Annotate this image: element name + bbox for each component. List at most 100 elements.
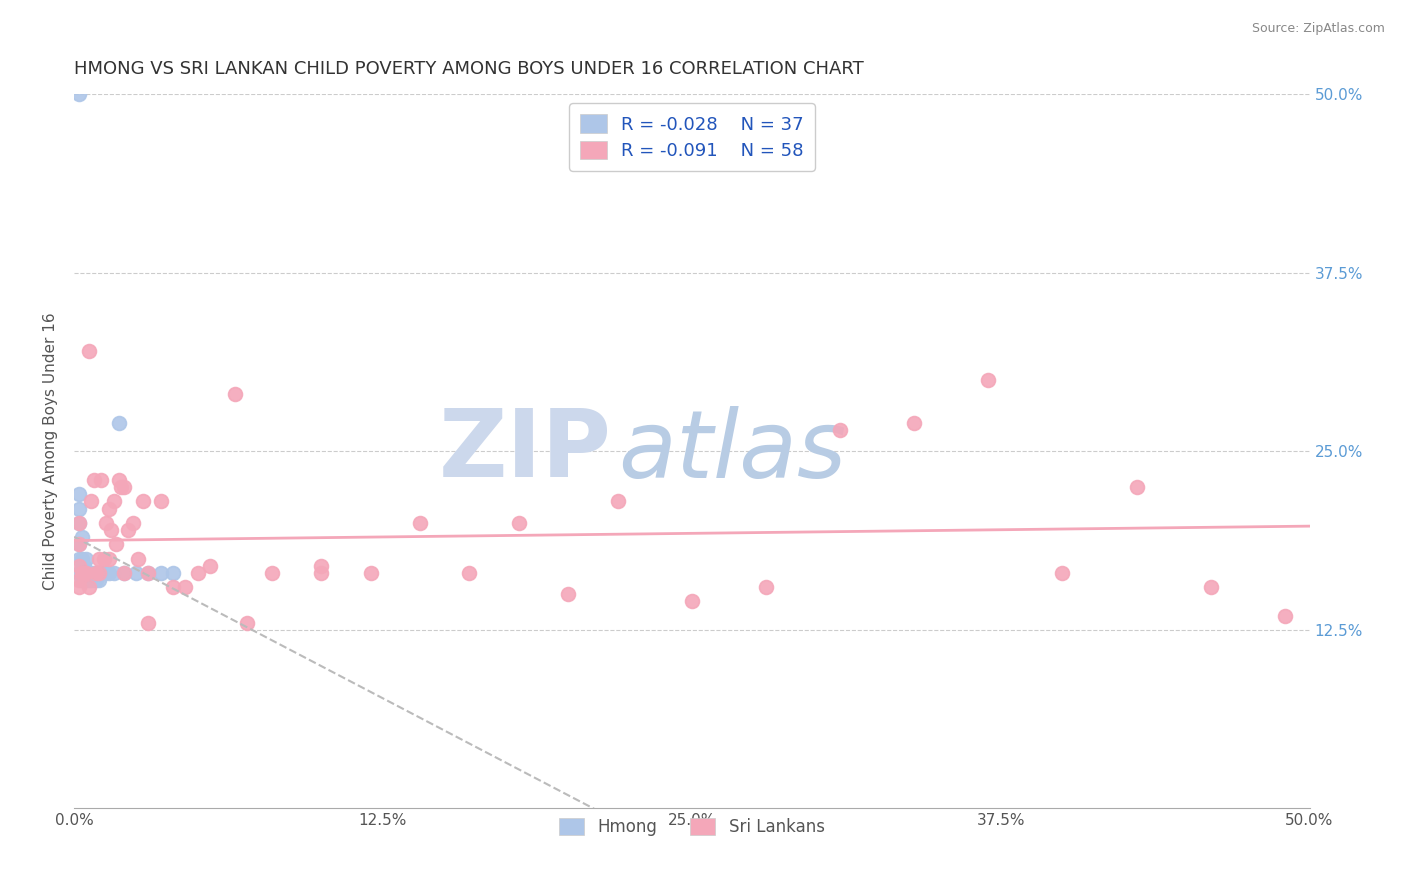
- Y-axis label: Child Poverty Among Boys Under 16: Child Poverty Among Boys Under 16: [44, 312, 58, 591]
- Point: [67, 551, 90, 566]
- Point: [86, 566, 108, 580]
- Point: [828, 423, 851, 437]
- Point: [107, 416, 129, 430]
- Text: atlas: atlas: [617, 406, 846, 497]
- Point: [136, 566, 159, 580]
- Point: [162, 580, 184, 594]
- Point: [103, 494, 125, 508]
- Point: [70, 566, 93, 580]
- Point: [136, 615, 159, 630]
- Point: [174, 580, 197, 594]
- Point: [80, 573, 103, 587]
- Point: [77, 344, 100, 359]
- Point: [75, 566, 97, 580]
- Point: [83, 573, 105, 587]
- Point: [198, 558, 221, 573]
- Point: [70, 530, 93, 544]
- Point: [557, 587, 579, 601]
- Point: [87, 566, 110, 580]
- Point: [110, 480, 132, 494]
- Point: [67, 501, 90, 516]
- Point: [105, 537, 128, 551]
- Point: [122, 516, 145, 530]
- Point: [132, 494, 155, 508]
- Point: [97, 501, 120, 516]
- Point: [96, 516, 118, 530]
- Point: [125, 566, 148, 580]
- Point: [77, 566, 100, 580]
- Point: [67, 516, 90, 530]
- Point: [67, 537, 90, 551]
- Point: [187, 566, 209, 580]
- Point: [77, 580, 100, 594]
- Point: [80, 566, 103, 580]
- Point: [67, 516, 90, 530]
- Point: [409, 516, 432, 530]
- Point: [103, 566, 125, 580]
- Point: [458, 566, 481, 580]
- Point: [112, 566, 135, 580]
- Point: [83, 473, 105, 487]
- Legend: Hmong, Sri Lankans: Hmong, Sri Lankans: [553, 812, 831, 843]
- Point: [87, 566, 110, 580]
- Text: HMONG VS SRI LANKAN CHILD POVERTY AMONG BOYS UNDER 16 CORRELATION CHART: HMONG VS SRI LANKAN CHILD POVERTY AMONG …: [75, 60, 863, 78]
- Point: [93, 566, 115, 580]
- Point: [107, 473, 129, 487]
- Point: [149, 494, 172, 508]
- Point: [67, 537, 90, 551]
- Point: [149, 566, 172, 580]
- Point: [681, 594, 703, 608]
- Point: [508, 516, 530, 530]
- Point: [86, 573, 108, 587]
- Point: [73, 566, 96, 580]
- Point: [87, 573, 110, 587]
- Point: [1052, 566, 1074, 580]
- Point: [224, 387, 246, 401]
- Point: [236, 615, 259, 630]
- Point: [75, 551, 97, 566]
- Point: [97, 566, 120, 580]
- Point: [67, 573, 90, 587]
- Point: [309, 566, 332, 580]
- Point: [309, 558, 332, 573]
- Point: [70, 551, 93, 566]
- Point: [80, 494, 103, 508]
- Point: [903, 416, 925, 430]
- Point: [360, 566, 382, 580]
- Point: [90, 473, 112, 487]
- Point: [83, 566, 105, 580]
- Point: [87, 551, 110, 566]
- Point: [75, 566, 97, 580]
- Point: [977, 373, 1000, 387]
- Point: [1199, 580, 1222, 594]
- Point: [260, 566, 283, 580]
- Point: [67, 558, 90, 573]
- Point: [1274, 608, 1296, 623]
- Point: [86, 566, 108, 580]
- Point: [127, 551, 149, 566]
- Point: [67, 87, 90, 102]
- Point: [67, 566, 90, 580]
- Point: [70, 558, 93, 573]
- Point: [70, 573, 93, 587]
- Point: [77, 573, 100, 587]
- Point: [136, 566, 159, 580]
- Point: [755, 580, 778, 594]
- Point: [93, 551, 115, 566]
- Point: [117, 523, 139, 537]
- Point: [100, 523, 122, 537]
- Point: [112, 566, 135, 580]
- Point: [67, 487, 90, 501]
- Text: Source: ZipAtlas.com: Source: ZipAtlas.com: [1251, 22, 1385, 36]
- Point: [112, 480, 135, 494]
- Point: [73, 573, 96, 587]
- Point: [97, 551, 120, 566]
- Point: [73, 558, 96, 573]
- Point: [73, 566, 96, 580]
- Point: [67, 580, 90, 594]
- Point: [1125, 480, 1147, 494]
- Point: [162, 566, 184, 580]
- Point: [75, 573, 97, 587]
- Point: [606, 494, 628, 508]
- Text: ZIP: ZIP: [439, 406, 612, 498]
